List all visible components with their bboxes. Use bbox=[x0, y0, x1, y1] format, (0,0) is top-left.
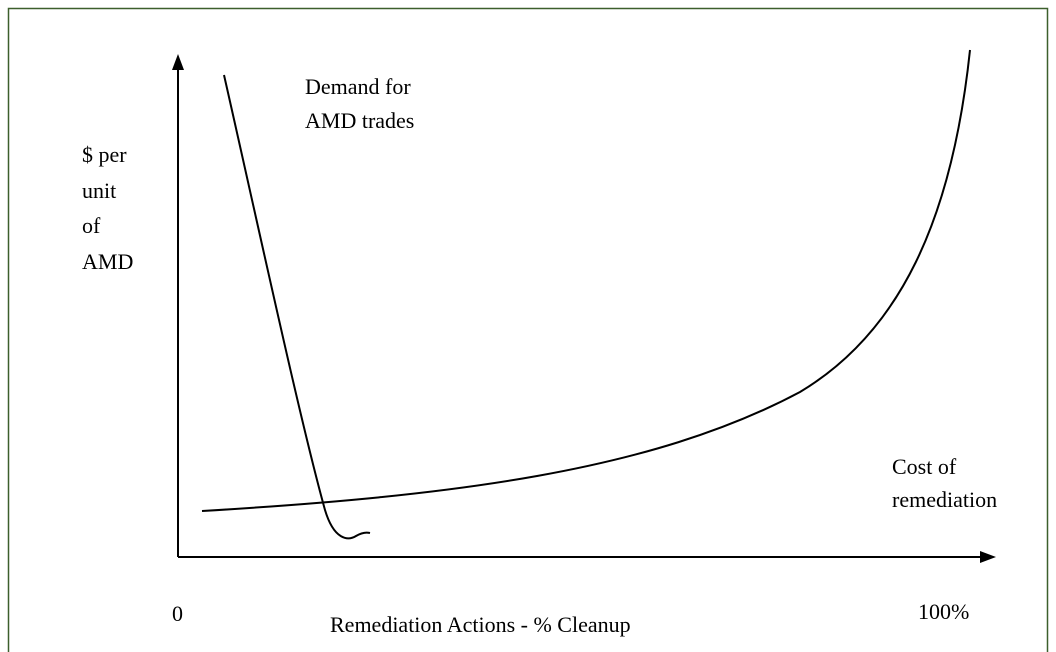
x-axis-start: 0 bbox=[172, 601, 183, 626]
demand-label: AMD trades bbox=[305, 108, 414, 133]
y-axis-label: AMD bbox=[82, 249, 133, 274]
y-axis-arrow bbox=[172, 54, 184, 70]
x-axis-end: 100% bbox=[918, 599, 969, 624]
x-axis-arrow bbox=[980, 551, 996, 563]
y-axis-label: of bbox=[82, 213, 101, 238]
x-axis-label: Remediation Actions - % Cleanup bbox=[330, 612, 631, 637]
cost-label: Cost of bbox=[892, 454, 957, 479]
frame bbox=[7, 7, 1049, 652]
cost-curve bbox=[201, 49, 971, 512]
demand-label: Demand for bbox=[305, 74, 411, 99]
demand-curve bbox=[223, 74, 371, 540]
y-axis-label: $ per bbox=[82, 142, 127, 167]
y-axis-label: unit bbox=[82, 178, 116, 203]
cost-label: remediation bbox=[892, 487, 997, 512]
